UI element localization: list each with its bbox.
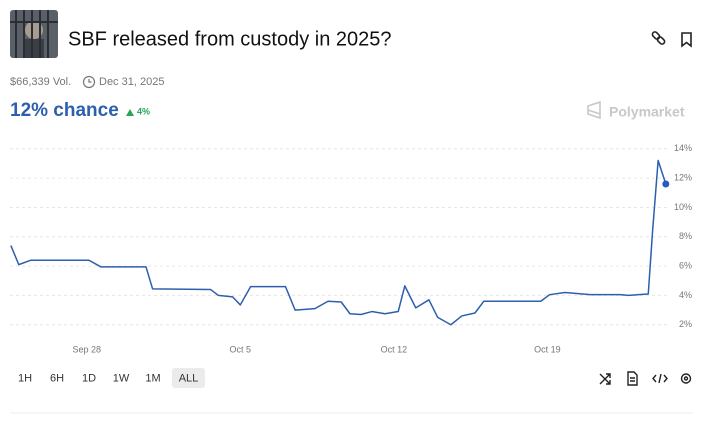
range-buttons: 1H 6H 1D 1W 1M ALL	[18, 368, 205, 388]
link-icon[interactable]	[651, 31, 666, 45]
y-tick-label: 10%	[674, 202, 692, 212]
chance: 12% chance	[10, 100, 119, 121]
end-date: Dec 31, 2025	[99, 76, 164, 88]
volume: $66,339 Vol.	[10, 76, 71, 88]
brand-name: Polymarket	[609, 104, 685, 120]
last-point	[662, 180, 670, 188]
y-tick-label: 12%	[674, 172, 692, 182]
price-line	[10, 159, 667, 326]
y-tick-label: 2%	[679, 319, 692, 329]
plot: 2% 4% 6% 8% 10% 12% 14% Sep 28 Oct 5 Oct 12 Oct 19	[10, 143, 692, 354]
x-tick-label: Sep 28	[73, 344, 102, 354]
x-tick-label: Oct 12	[381, 344, 408, 354]
market-title: SBF released from custody in 2025?	[68, 28, 392, 50]
range-button[interactable]: 1H	[18, 372, 32, 384]
selected-range-bg	[172, 368, 205, 388]
y-tick-label: 8%	[679, 231, 692, 241]
y-tick-label: 14%	[674, 143, 692, 153]
brand-logo	[587, 100, 601, 120]
thumbnail	[10, 10, 58, 58]
x-tick-label: Oct 19	[534, 344, 561, 354]
range-button[interactable]: 1M	[145, 372, 160, 384]
clock-icon	[82, 75, 96, 89]
embed-icon[interactable]	[652, 373, 668, 384]
range-button[interactable]: 1D	[82, 372, 96, 384]
y-tick-label: 6%	[679, 260, 692, 270]
toolbar-icons	[599, 371, 692, 386]
x-tick-label: Oct 5	[230, 344, 252, 354]
settings-icon[interactable]	[680, 373, 692, 384]
range-button[interactable]: 6H	[50, 372, 64, 384]
range-button[interactable]: 1W	[113, 372, 130, 384]
y-tick-label: 4%	[679, 290, 692, 300]
range-button[interactable]: ALL	[179, 372, 199, 384]
shuffle-icon[interactable]	[599, 373, 611, 385]
document-icon[interactable]	[627, 371, 638, 386]
up-arrow	[126, 109, 134, 116]
bookmark-icon[interactable]	[681, 32, 692, 48]
change: 4%	[137, 106, 150, 116]
